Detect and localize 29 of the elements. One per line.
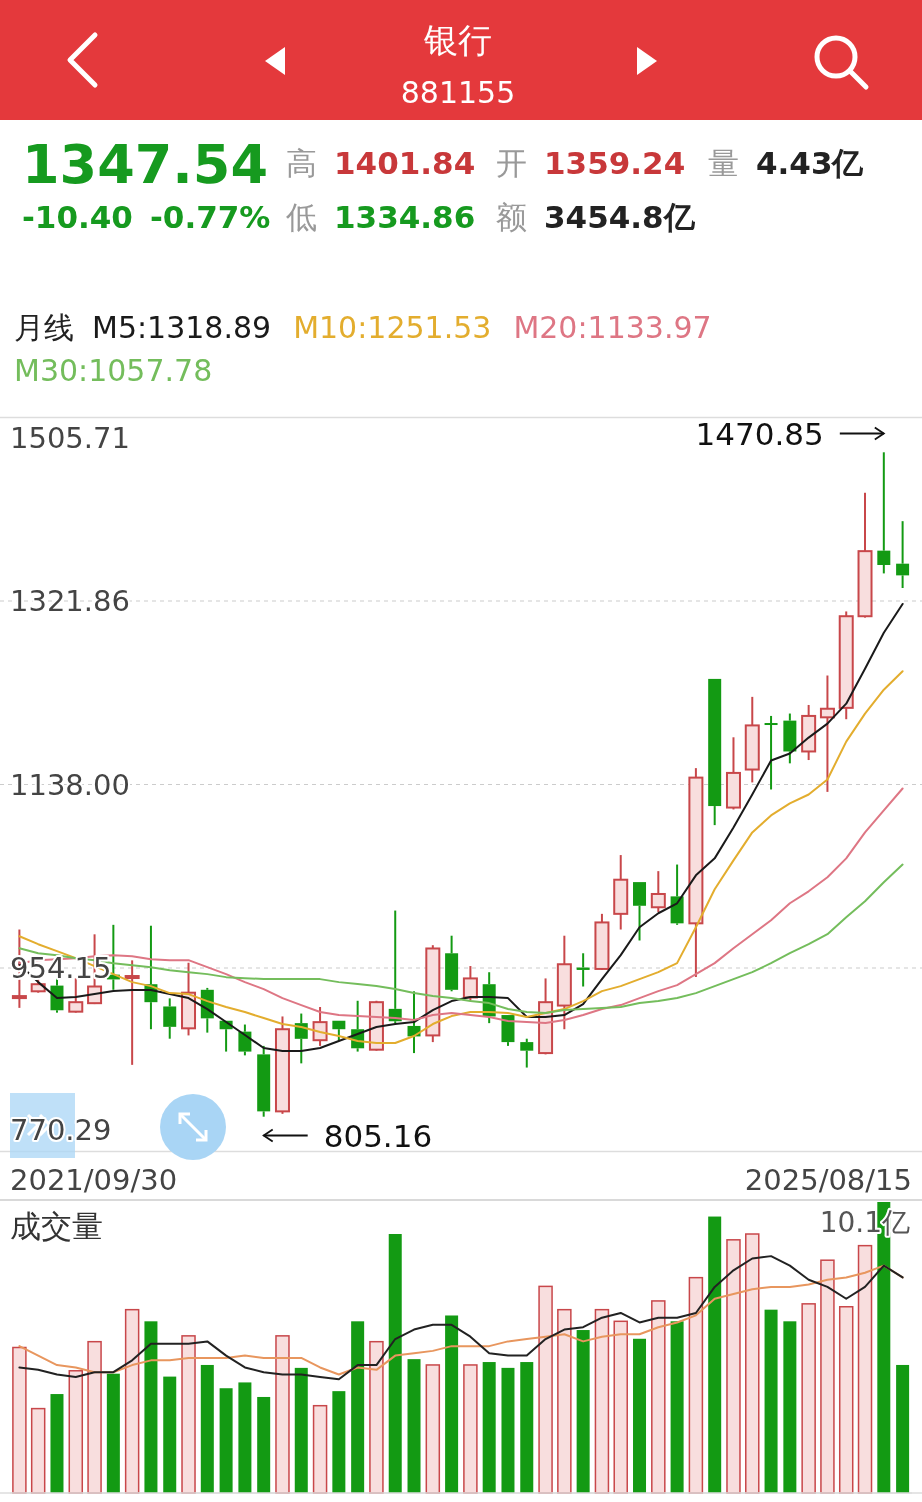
text: 2021/09/30 <box>10 1162 178 1197</box>
annotation: 1470.85 <box>695 415 824 452</box>
text: 881155 <box>400 75 516 110</box>
text: 2025/08/15 <box>744 1162 912 1197</box>
chart-title: 成交量 <box>10 1208 103 1244</box>
text: 3454.8亿 <box>544 199 696 235</box>
text: -10.40 <box>22 199 133 235</box>
text: 高 <box>286 145 317 181</box>
text: M20:1133.97 <box>513 310 712 345</box>
annotation: 805.16 <box>323 1117 433 1154</box>
text: M30:1057.78 <box>14 353 213 388</box>
text: 1401.84 <box>334 145 476 181</box>
text: M10:1251.53 <box>293 310 492 345</box>
text: M5:1318.89 <box>92 310 272 345</box>
text: 1334.86 <box>334 199 476 235</box>
text: 低 <box>286 199 317 235</box>
legend-title: 月线 <box>14 310 74 345</box>
text: 1359.24 <box>544 145 686 181</box>
text: 1347.54 <box>22 133 268 196</box>
y-tick-label: 1505.71 <box>10 420 130 455</box>
text: 4.43亿 <box>756 145 865 181</box>
y-tick-label: 770.29 <box>10 1112 112 1147</box>
text: -0.77% <box>150 199 271 235</box>
text: 银行 <box>423 20 492 60</box>
text: 额 <box>496 199 527 235</box>
text: 开 <box>496 145 527 181</box>
text: 量 <box>708 145 739 181</box>
y-tick-label: 1321.86 <box>10 583 130 618</box>
y-tick-label: 1138.00 <box>10 767 130 802</box>
